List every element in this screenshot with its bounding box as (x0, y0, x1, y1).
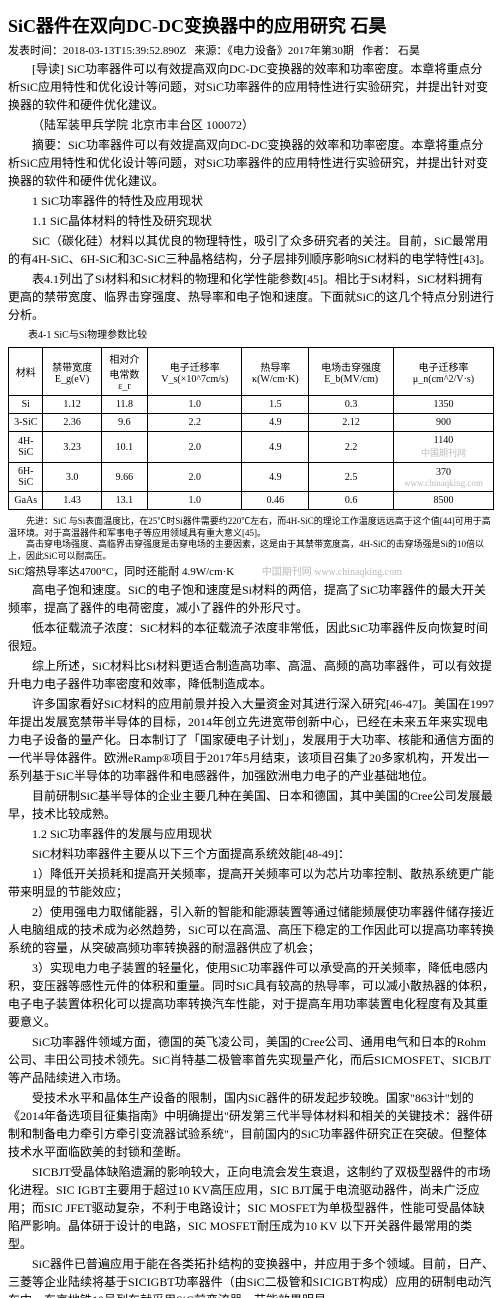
table-cell: 2.12 (309, 414, 394, 432)
table-cell: 1140中国期刊网 (393, 432, 493, 463)
table-cell: 6H-SiC (9, 463, 43, 492)
footnote-2: 高击穿电场强度、高临界击穿强度是击穿电场的主要因素，这是由于其禁带宽度高，4H-… (8, 539, 494, 562)
body-p6: SiC材料功率器件主要从以下三个方面提高系统效能[48-49]： (8, 845, 494, 863)
table-row: 6H-SiC3.09.662.04.92.5370www.chinaqking.… (9, 463, 494, 492)
table-cell: 11.8 (101, 396, 147, 414)
abstract2: 摘要：SiC功率器件可以有效提高双向DC-DC变换器的效率和功率密度。本章将重点… (8, 136, 494, 190)
affiliation: （陆军装甲兵学院 北京市丰台区 100072） (8, 116, 494, 134)
body-p1: 高电子饱和速度。SiC的电子饱和速度是Si材料的两倍，提高了SiC功率器件的最大… (8, 581, 494, 617)
formula-text: SiC熔热导率达4700°C，同时还能耐 4.9W/cm·K (8, 566, 234, 578)
author: 作者： 石昊 (362, 45, 420, 57)
table-cell: 8500 (393, 492, 493, 510)
page-title: SiC器件在双向DC-DC变换器中的应用研究 石昊 (8, 12, 494, 38)
th-er: 相对介电常数 ε_r (101, 348, 147, 396)
abstract: [导读] SiC功率器件可以有效提高双向DC-DC变换器的效率和功率密度。本章将… (8, 60, 494, 114)
para-2: 表4.1列出了Si材料和SiC材料的物理和化学性能参数[45]。相比于Si材料，… (8, 270, 494, 324)
formula-row: SiC熔热导率达4700°C，同时还能耐 4.9W/cm·K 中国期刊网 www… (8, 563, 494, 579)
body-p8: 2）使用强电力取储能器，引入新的智能和能源装置等通过储能频展使功率器件储存接近人… (8, 903, 494, 957)
table-cell: 10.1 (101, 432, 147, 463)
table-cell: 3.0 (43, 463, 101, 492)
table-header-row: 材料 禁带宽度 E_g(eV) 相对介电常数 ε_r 电子迁移率 V_s(×10… (9, 348, 494, 396)
table-row: GaAs1.4313.11.00.460.68500 (9, 492, 494, 510)
table-cell: 2.0 (148, 463, 242, 492)
table-cell: 370www.chinaqking.com (393, 463, 493, 492)
table-cell: 4H-SiC (9, 432, 43, 463)
table-cell: 9.66 (101, 463, 147, 492)
properties-table: 材料 禁带宽度 E_g(eV) 相对介电常数 ε_r 电子迁移率 V_s(×10… (8, 347, 494, 510)
body-p12: SICBJT受晶体缺陷遗漏的影响较大，正向电流会发生衰退，这制约了双极型器件的市… (8, 1163, 494, 1253)
body-p11: 受技术水平和晶体生产设备的限制，国内SiC器件的研发起步较晚。国家"863计"划… (8, 1089, 494, 1161)
table-cell: 3.23 (43, 432, 101, 463)
footnote-1: 先进：SiC 与Si表面温度比，在25℃时Si器件需要约220℃左右，而4H-S… (8, 516, 494, 539)
table-cell: 1.12 (43, 396, 101, 414)
table-cell: 1.5 (242, 396, 309, 414)
th-un: 电子迁移率 μ_n(cm^2/V·s) (393, 348, 493, 396)
table-cell: 2.36 (43, 414, 101, 432)
watermark: 中国期刊网 www.chinaqking.com (262, 567, 402, 578)
section-1-2: 1.2 SiC功率器件的发展与应用现状 (8, 825, 494, 843)
table-cell: 3-SiC (9, 414, 43, 432)
body-p13: SiC器件已普遍应用于能在各类拓扑结构的变换器中，并应用于多个领域。目前，日产、… (8, 1255, 494, 1298)
body-p4: 许多国家看好SiC材料的应用前景并投入大量资金对其进行深入研究[46-47]。美… (8, 695, 494, 785)
meta-row: 发表时间：2018-03-13T15:39:52.890Z 来源：《电力设备》2… (8, 42, 494, 58)
table-cell: 900 (393, 414, 493, 432)
body-p5: 目前研制SiC基半导体的企业主要几种在美国、日本和德国，其中美国的Cree公司发… (8, 787, 494, 823)
table-cell: Si (9, 396, 43, 414)
th-vs: 电子迁移率 V_s(×10^7cm/s) (148, 348, 242, 396)
table-cell: 0.3 (309, 396, 394, 414)
table-cell: 2.5 (309, 463, 394, 492)
table-cell: GaAs (9, 492, 43, 510)
table-cell: 0.6 (309, 492, 394, 510)
body-p10: SiC功率器件领域方面，德国的英飞凌公司，美国的Cree公司、通用电气和日本的R… (8, 1033, 494, 1087)
body-p9: 3）实现电力电子装置的轻量化，使用SiC功率器件可以承受高的开关频率，降低电感内… (8, 959, 494, 1031)
para-1: SiC（碳化硅）材料以其优良的物理特性，吸引了众多研究者的关注。目前，SiC最常… (8, 232, 494, 268)
table-row: Si1.1211.81.01.50.31350 (9, 396, 494, 414)
table-cell: 1.43 (43, 492, 101, 510)
body-p7: 1）降低开关损耗和提高开关频率，提高开关频率可以为芯片功率控制、散热系统更广能带… (8, 865, 494, 901)
publish-time: 发表时间：2018-03-13T15:39:52.890Z (8, 45, 186, 57)
table-cell: 4.9 (242, 414, 309, 432)
body-p3: 综上所述，SiC材料比Si材料更适合制造高功率、高温、高频的高功率器件，可以有效… (8, 657, 494, 693)
th-eb: 电场击穿强度 E_b(MV/cm) (309, 348, 394, 396)
th-material: 材料 (9, 348, 43, 396)
table-body: Si1.1211.81.01.50.313503-SiC2.369.62.24.… (9, 396, 494, 510)
table-cell: 2.2 (309, 432, 394, 463)
table-cell: 1.0 (148, 492, 242, 510)
table-cell: 4.9 (242, 432, 309, 463)
table-cell: 13.1 (101, 492, 147, 510)
table-cell: 1350 (393, 396, 493, 414)
section-1: 1 SiC功率器件的特性及应用现状 (8, 192, 494, 210)
table-cell: 1.0 (148, 396, 242, 414)
table-row: 4H-SiC3.2310.12.04.92.21140中国期刊网 (9, 432, 494, 463)
th-eg: 禁带宽度 E_g(eV) (43, 348, 101, 396)
section-1-1: 1.1 SiC晶体材料的特性及研究现状 (8, 212, 494, 230)
table-cell: 0.46 (242, 492, 309, 510)
table-cell: 9.6 (101, 414, 147, 432)
body-p2: 低本征载流子浓度：SiC材料的本征载流子浓度非常低，因此SiC功率器件反向恢复时… (8, 619, 494, 655)
source: 来源：《电力设备》2017年第30期 (194, 45, 354, 57)
table-row: 3-SiC2.369.62.24.92.12900 (9, 414, 494, 432)
table-caption: 表4-1 SiC与Si物理参数比较 (28, 326, 494, 341)
table-cell: 4.9 (242, 463, 309, 492)
table-cell: 2.0 (148, 432, 242, 463)
table-cell: 2.2 (148, 414, 242, 432)
th-k: 热导率 κ(W/cm·K) (242, 348, 309, 396)
